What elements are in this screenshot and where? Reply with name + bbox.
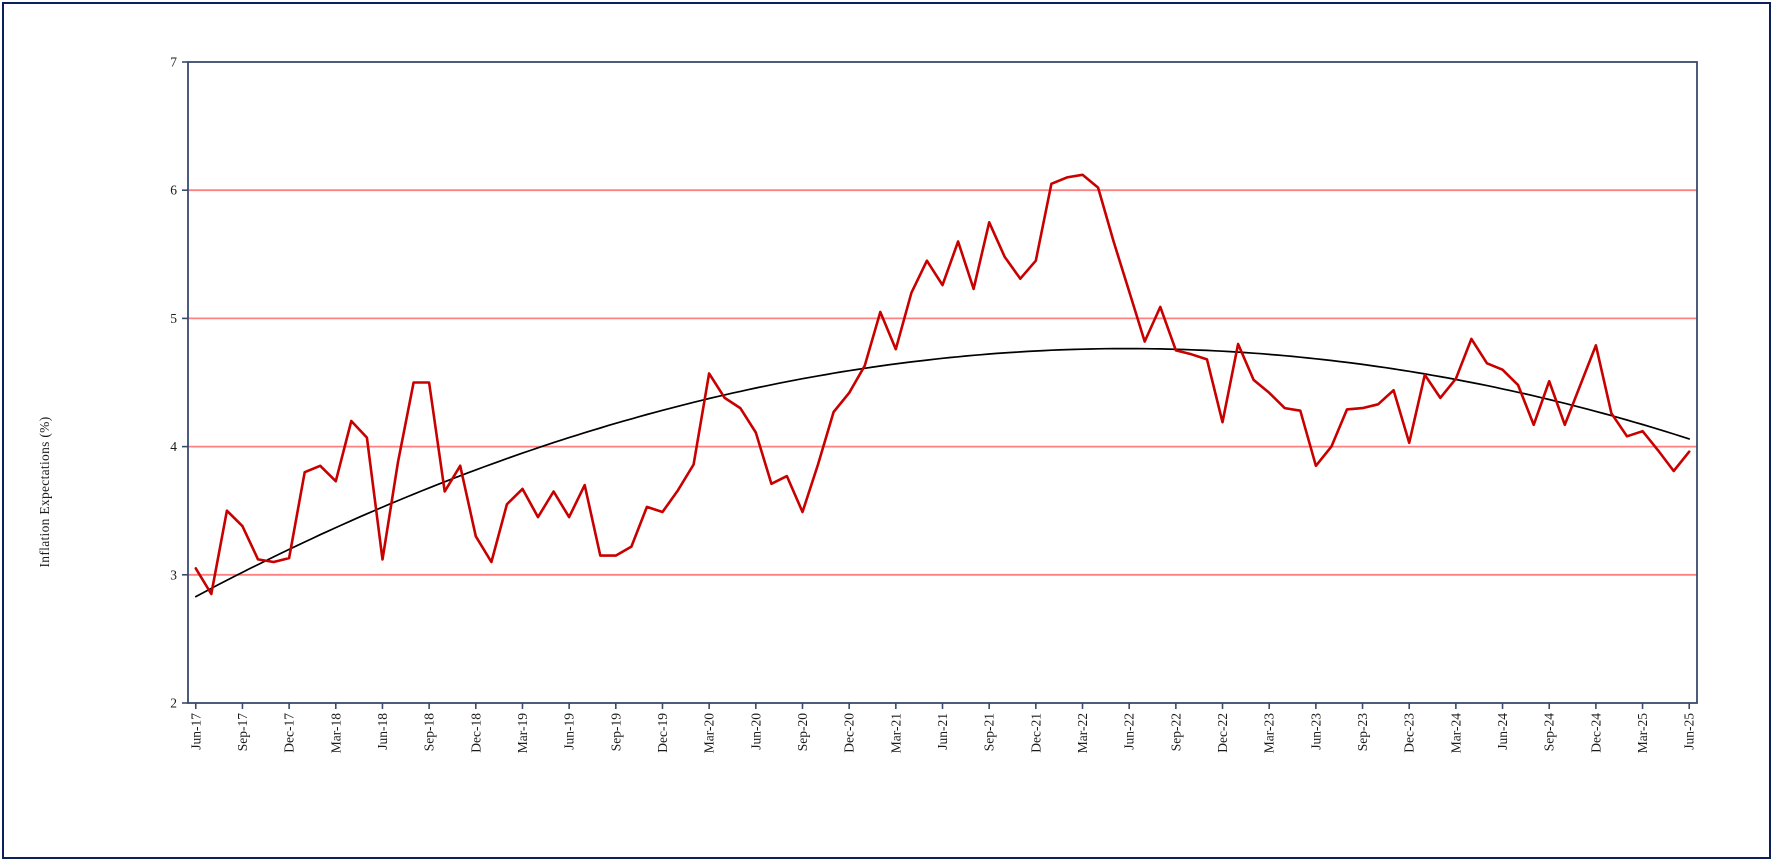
x-tick-label-Dec-21: Dec-21 — [1028, 713, 1043, 753]
y-tick-label-4: 4 — [170, 439, 177, 454]
x-tick-label-Jun-22: Jun-22 — [1122, 713, 1137, 750]
x-tick-label-Sep-17: Sep-17 — [235, 713, 250, 751]
x-tick-label-Mar-23: Mar-23 — [1262, 713, 1277, 753]
x-tick-label-Dec-24: Dec-24 — [1588, 713, 1603, 753]
x-tick-label-Mar-24: Mar-24 — [1448, 713, 1463, 753]
x-tick-label-Mar-21: Mar-21 — [888, 713, 903, 753]
x-tick-label-Mar-25: Mar-25 — [1635, 713, 1650, 753]
x-tick-label-Dec-17: Dec-17 — [282, 713, 297, 753]
x-tick-label-Jun-21: Jun-21 — [935, 713, 950, 750]
y-tick-label-6: 6 — [170, 183, 177, 198]
x-tick-label-Dec-18: Dec-18 — [468, 713, 483, 753]
x-tick-label-Mar-22: Mar-22 — [1075, 713, 1090, 753]
x-tick-label-Mar-18: Mar-18 — [328, 713, 343, 753]
inflation-series-line — [194, 173, 1691, 596]
x-tick-label-Jun-20: Jun-20 — [748, 713, 763, 750]
x-tick-label-Sep-22: Sep-22 — [1168, 713, 1183, 751]
x-tick-label-Sep-18: Sep-18 — [422, 713, 437, 751]
x-tick-label-Dec-20: Dec-20 — [842, 713, 857, 753]
x-tick-label-Jun-17: Jun-17 — [188, 713, 203, 750]
x-tick-label-Jun-18: Jun-18 — [375, 713, 390, 750]
x-tick-label-Sep-23: Sep-23 — [1355, 713, 1370, 751]
x-tick-label-Jun-24: Jun-24 — [1495, 713, 1510, 750]
inflation-expectations-line-chart: 2 3 4 5 6 7 Jun-17 Sep-17 Dec-17 Mar-18 Jun-18 Sep-… — [170, 55, 1698, 753]
x-tick-label-Dec-22: Dec-22 — [1215, 713, 1230, 753]
x-tick-label-Jun-23: Jun-23 — [1308, 713, 1323, 750]
x-tick-label-Sep-21: Sep-21 — [982, 713, 997, 751]
y-tick-label-2: 2 — [170, 696, 177, 711]
trend-line — [194, 347, 1691, 598]
x-tick-label-Sep-19: Sep-19 — [608, 713, 623, 751]
x-tick-label-Sep-20: Sep-20 — [795, 713, 810, 751]
y-tick-label-5: 5 — [170, 311, 177, 326]
y-tick-label-7: 7 — [170, 55, 177, 70]
y-tick-label-3: 3 — [170, 567, 177, 582]
x-tick-label-Mar-20: Mar-20 — [702, 713, 717, 753]
x-tick-label-Jun-25: Jun-25 — [1682, 713, 1697, 750]
x-tick-label-Mar-19: Mar-19 — [515, 713, 530, 753]
x-tick-label-Jun-19: Jun-19 — [562, 713, 577, 750]
x-tick-label-Dec-23: Dec-23 — [1402, 713, 1417, 753]
x-tick-label-Dec-19: Dec-19 — [655, 713, 670, 753]
x-tick-label-Sep-24: Sep-24 — [1542, 713, 1557, 751]
